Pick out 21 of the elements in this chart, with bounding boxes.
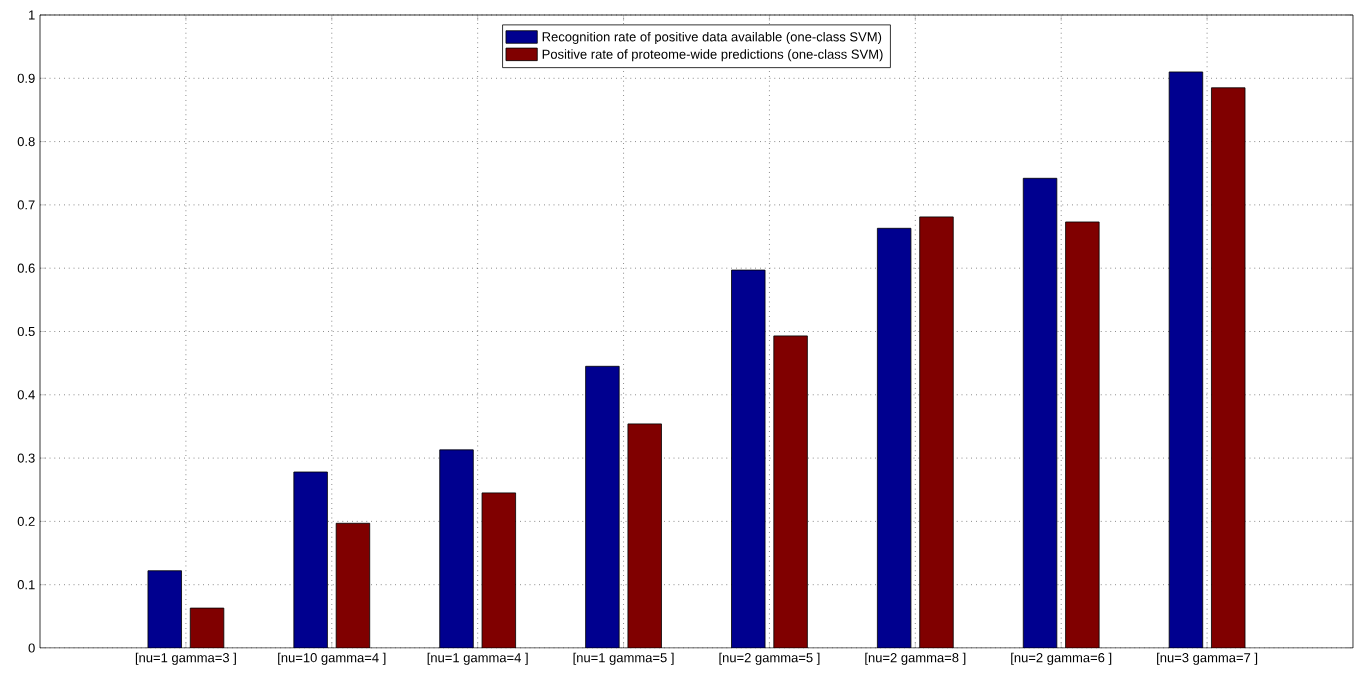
x-tick-label: [nu=2 gamma=6 ] [1011, 652, 1112, 665]
x-tick-label: [nu=1 gamma=3 ] [135, 652, 236, 665]
y-tick-label: 0.8 [17, 137, 35, 147]
y-tick-label: 0.9 [17, 73, 35, 83]
y-tick-label: 0.3 [17, 453, 35, 463]
x-tick-label: [nu=10 gamma=4 ] [278, 652, 386, 665]
y-tick-label: 0 [28, 643, 35, 653]
x-tick-label: [nu=2 gamma=5 ] [719, 652, 820, 665]
x-tick-label: [nu=1 gamma=4 ] [427, 652, 528, 665]
y-tick-label: 0.1 [17, 580, 35, 590]
x-tick-label: [nu=3 gamma=7 ] [1157, 652, 1258, 665]
y-tick-label: 0.5 [17, 326, 35, 337]
legend-label: Positive rate of proteome-wide predictions (one-class SVM) [542, 49, 883, 62]
y-tick-label: 0.6 [17, 263, 35, 273]
y-tick-label: 1 [29, 10, 35, 20]
y-tick-label: 0.7 [17, 200, 35, 210]
legend-label: Recognition rate of positive data available (one-class SVM) [542, 31, 882, 44]
y-tick-label: 0.2 [17, 516, 35, 526]
x-tick-label: [nu=2 gamma=8 ] [865, 652, 966, 665]
y-tick-label: 0.4 [17, 390, 35, 400]
x-tick-label: [nu=1 gamma=5 ] [573, 652, 674, 665]
